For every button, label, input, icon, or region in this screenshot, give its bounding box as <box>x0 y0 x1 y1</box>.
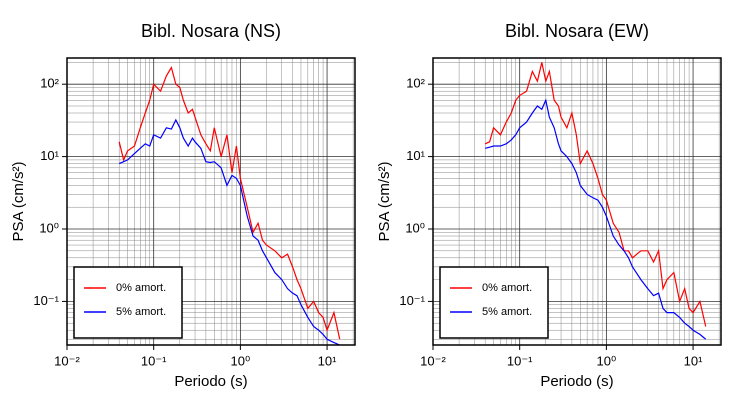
legend-label: 5% amort. <box>116 306 166 318</box>
y-tick-label: 10¹ <box>40 148 59 163</box>
legend-box <box>73 266 183 339</box>
x-tick-label: 10⁻² <box>54 353 80 368</box>
series-line <box>118 65 341 340</box>
y-axis-label: PSA (cm/s²) <box>10 161 27 241</box>
y-tick-label: 10² <box>406 76 425 91</box>
x-axis-label: Periodo (s) <box>540 373 613 390</box>
series-line <box>118 118 340 345</box>
legend-label: 0% amort. <box>482 282 532 294</box>
x-tick-label: 10⁻² <box>420 353 446 368</box>
chart-title: Bibl. Nosara (EW) <box>505 21 649 41</box>
y-tick-label: 10⁻¹ <box>399 293 425 308</box>
plot-frame <box>66 57 356 346</box>
plot-frame <box>432 57 722 346</box>
legend-label: 0% amort. <box>116 282 166 294</box>
x-tick-label: 10⁰ <box>231 353 251 368</box>
x-axis-label: Periodo (s) <box>174 373 247 390</box>
chart-title: Bibl. Nosara (NS) <box>141 21 281 41</box>
series-line <box>484 62 707 327</box>
y-tick-label: 10¹ <box>406 148 425 163</box>
x-tick-label: 10⁻¹ <box>507 353 533 368</box>
y-tick-label: 10⁻¹ <box>33 293 59 308</box>
x-tick-label: 10⁻¹ <box>141 353 167 368</box>
y-axis-label: PSA (cm/s²) <box>376 161 393 241</box>
x-tick-label: 10¹ <box>684 353 703 368</box>
legend-box <box>439 266 549 339</box>
series-line <box>485 98 707 340</box>
y-tick-label: 10⁰ <box>405 220 425 235</box>
x-tick-label: 10⁰ <box>597 353 617 368</box>
y-tick-label: 10⁰ <box>39 220 59 235</box>
legend-label: 5% amort. <box>482 306 532 318</box>
y-tick-label: 10² <box>40 76 59 91</box>
x-tick-label: 10¹ <box>318 353 337 368</box>
